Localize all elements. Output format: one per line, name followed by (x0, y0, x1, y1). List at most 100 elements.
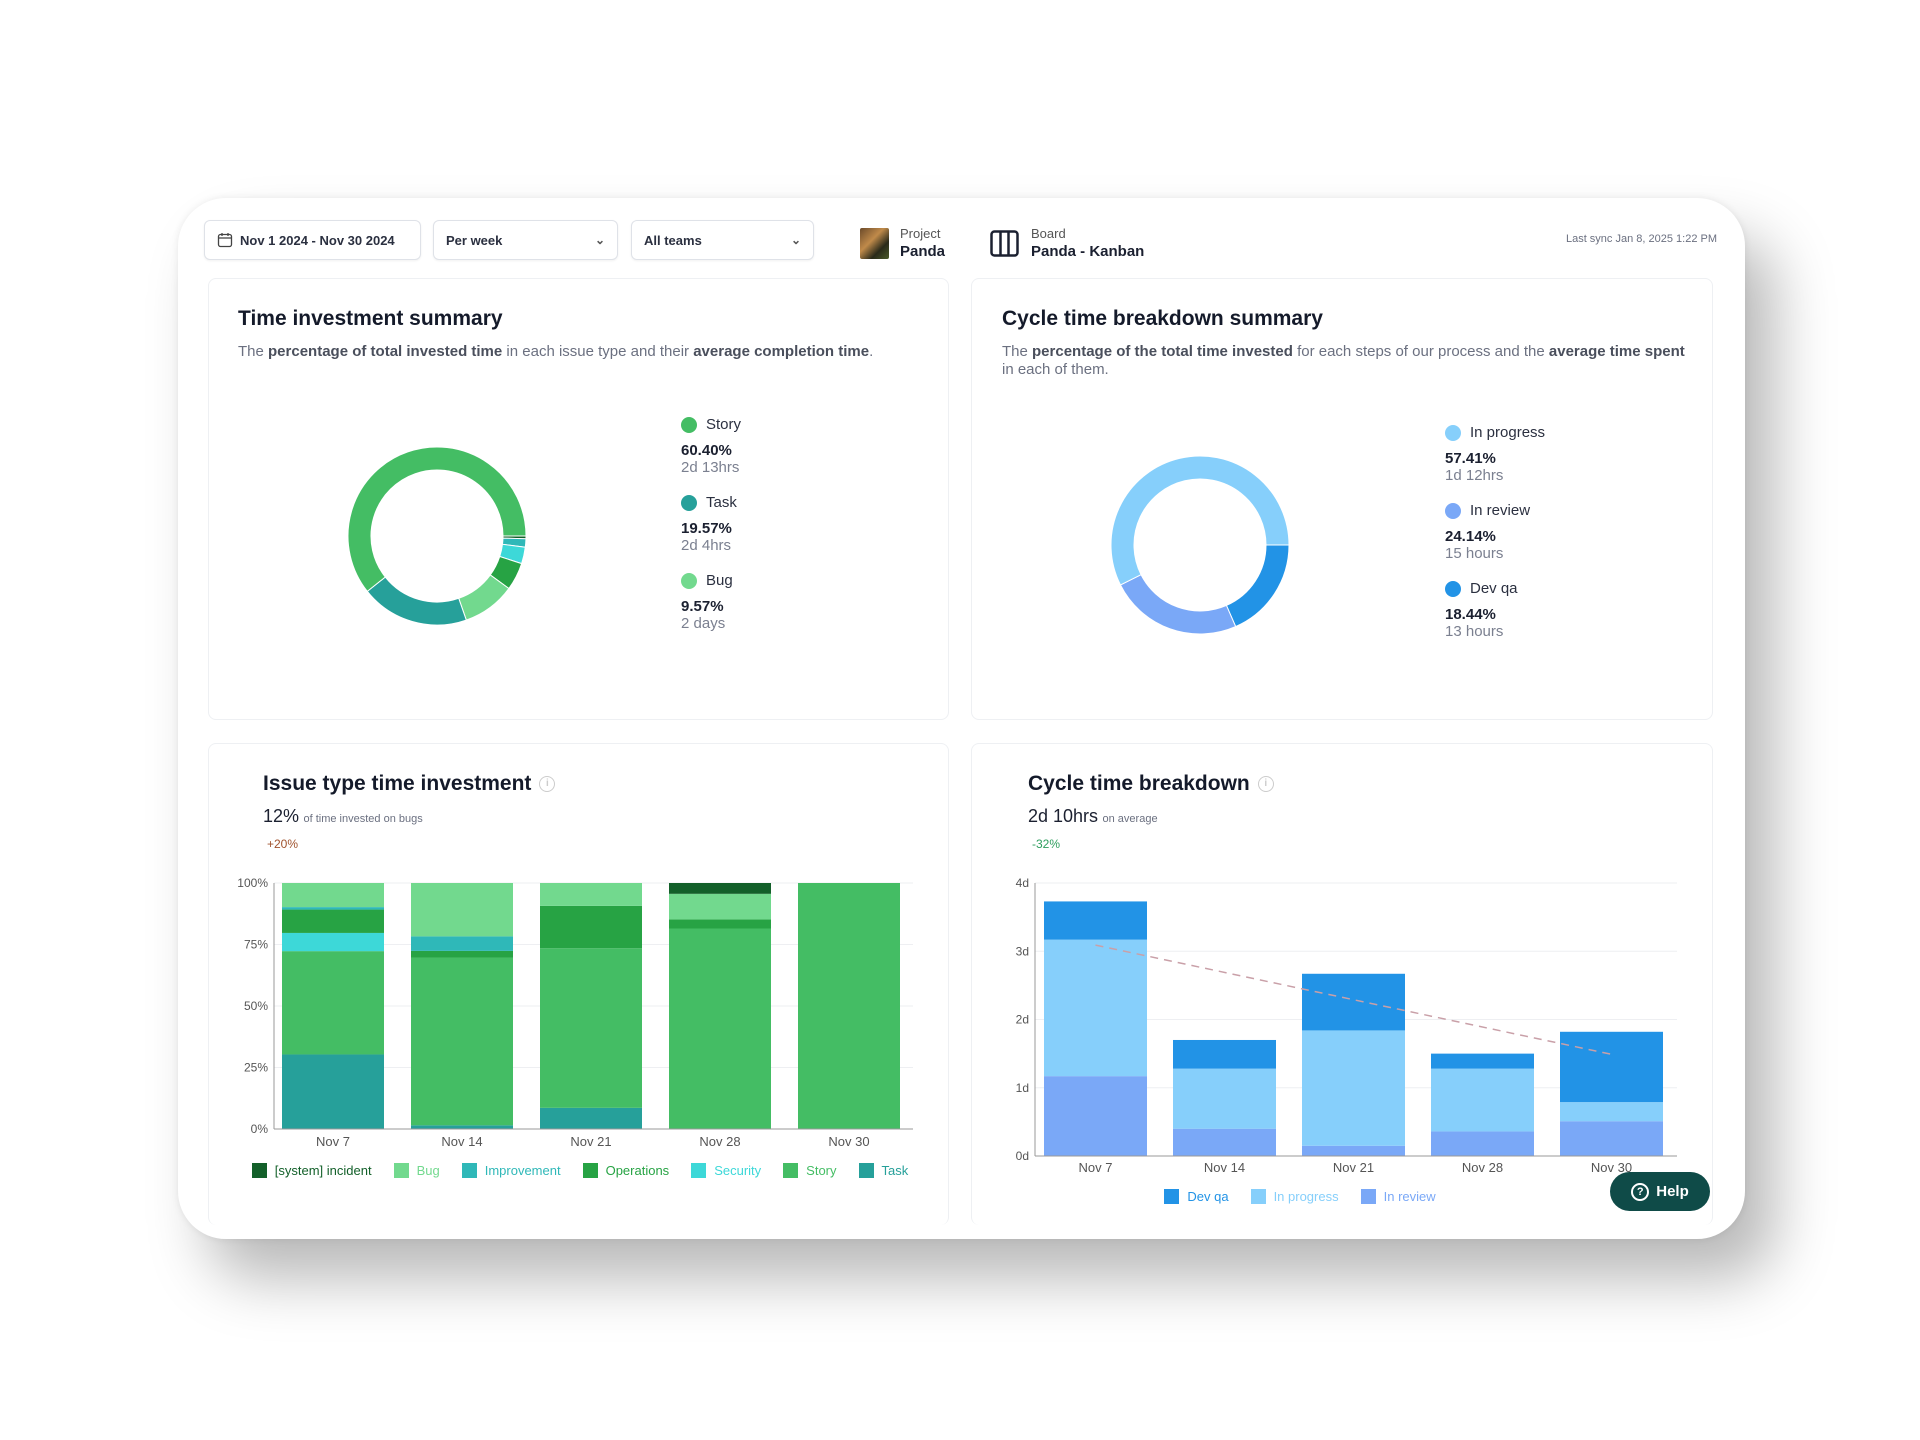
legend-item[interactable]: Dev qa (1164, 1189, 1229, 1204)
legend-dot (1445, 424, 1461, 441)
y-tick-label: 0d (1016, 1149, 1029, 1163)
bar-segment-story[interactable] (411, 957, 513, 1126)
legend-label: Dev qa (1470, 580, 1518, 597)
date-range-picker[interactable]: Nov 1 2024 - Nov 30 2024 (204, 220, 421, 260)
donut-slice-dev-qa[interactable] (1225, 544, 1290, 628)
bar-segment-task[interactable] (282, 1054, 384, 1129)
bar-segment-in-progress[interactable] (1173, 1068, 1276, 1129)
bar-segment-dev-qa[interactable] (1044, 901, 1147, 940)
legend-percent: 19.57% (681, 520, 732, 537)
legend-item[interactable]: In progress (1250, 1189, 1339, 1204)
bar-segment-bug[interactable] (540, 883, 642, 906)
description-segment: The (1002, 343, 1033, 360)
legend-item[interactable]: Improvement (461, 1163, 561, 1178)
bar-segment-task[interactable] (540, 1107, 642, 1129)
board-label: Board (1031, 226, 1066, 241)
trend-line (1095, 944, 1612, 1056)
bar-segment-dev-qa[interactable] (1560, 1031, 1663, 1103)
bar-segment-in-review[interactable] (1560, 1121, 1663, 1156)
legend-item[interactable]: Story (783, 1163, 837, 1178)
help-button[interactable]: ? Help (1610, 1172, 1710, 1211)
bar-segment-dev-qa[interactable] (1302, 973, 1405, 1031)
legend-item[interactable]: Security (691, 1163, 761, 1178)
legend-swatch (783, 1163, 799, 1178)
info-icon[interactable]: i (1257, 776, 1274, 793)
bar-segment-story[interactable] (669, 928, 771, 1129)
donut-slice-in-review[interactable] (1119, 573, 1237, 635)
change-indicator: +20% (267, 837, 299, 851)
bar-segment-story[interactable] (798, 883, 900, 1129)
headline-metric: 2d 10hrs on average (1028, 806, 1158, 827)
legend-dot (1445, 580, 1461, 597)
donut-slice-in-progress[interactable] (1110, 455, 1290, 586)
panel-description: The percentage of total invested time in… (238, 343, 928, 361)
legend-item[interactable]: [system] incident (251, 1163, 372, 1178)
bar-segment-in-review[interactable] (1173, 1128, 1276, 1156)
board-value[interactable]: Panda - Kanban (1031, 243, 1145, 260)
time-investment-donut (347, 446, 527, 626)
cycle-breakdown-bar-chart: 0d 1d 2d 3d 4d Nov 7 Nov 14 Nov 21 Nov 28 Nov 30 (1016, 876, 1677, 1175)
donut-slice-story[interactable] (347, 446, 527, 593)
description-segment: percentage of total invested time (268, 343, 503, 360)
x-tick-label: Nov 14 (1204, 1160, 1245, 1175)
bar-segment-bug[interactable] (411, 883, 513, 937)
project-label: Project (900, 226, 941, 241)
panel-title: Issue type time investment i (263, 772, 556, 796)
bar-segment-in-review[interactable] (1302, 1145, 1405, 1156)
bar-segment-security[interactable] (282, 932, 384, 952)
y-tick-label: 0% (251, 1122, 269, 1136)
legend-item[interactable]: Operations (582, 1163, 669, 1178)
donut-slice-task[interactable] (366, 576, 467, 626)
legend-item[interactable]: In review (1360, 1189, 1436, 1204)
last-sync: Last sync Jan 8, 2025 1:22 PM (1565, 233, 1717, 245)
bar-segment-dev-qa[interactable] (1173, 1039, 1276, 1069)
bar-segment-bug[interactable] (669, 893, 771, 920)
description-segment: average time spent (1548, 343, 1685, 360)
x-tick-label: Nov 28 (1462, 1160, 1503, 1175)
headline-value: 12% (263, 806, 300, 826)
x-tick-label: Nov 21 (1333, 1160, 1374, 1175)
date-range-label: Nov 1 2024 - Nov 30 2024 (240, 232, 395, 248)
bar-segment-in-review[interactable] (1044, 1076, 1147, 1156)
legend-label: Security (714, 1163, 762, 1178)
x-tick-label: Nov 21 (570, 1134, 611, 1149)
description-segment: . (869, 343, 874, 360)
bar-segment-story[interactable] (540, 948, 642, 1108)
bar-segment--system-incident[interactable] (669, 883, 771, 894)
info-icon[interactable]: i (539, 776, 556, 793)
bar-segment-in-progress[interactable] (1431, 1068, 1534, 1132)
bar-segment-in-progress[interactable] (1302, 1030, 1405, 1146)
bar-segment-operations[interactable] (669, 919, 771, 929)
bar-segment-in-review[interactable] (1431, 1131, 1534, 1156)
legend-item[interactable]: Bug (393, 1163, 440, 1178)
legend-percent: 57.41% (1445, 450, 1496, 467)
bar-segment-dev-qa[interactable] (1431, 1053, 1534, 1069)
legend-label: In review (1470, 502, 1531, 519)
bar-segment-improvement[interactable] (411, 936, 513, 951)
bar-segment-improvement[interactable] (282, 907, 384, 910)
legend-item: In progress 57.41% 1d 12hrs (1445, 424, 1545, 484)
bar-segment-task[interactable] (411, 1125, 513, 1129)
legend-percent: 18.44% (1445, 606, 1496, 623)
bar-segment-operations[interactable] (411, 950, 513, 958)
legend-item[interactable]: Task (858, 1163, 908, 1178)
description-segment: in each of them. (1002, 361, 1109, 378)
panel-title: Cycle time breakdown i (1028, 772, 1274, 796)
period-dropdown[interactable]: Per week ⌄ (433, 220, 618, 260)
legend-swatch (251, 1163, 267, 1178)
y-tick-label: 4d (1016, 876, 1029, 890)
project-avatar (860, 228, 889, 259)
calendar-icon (217, 233, 233, 248)
y-tick-label: 75% (244, 938, 268, 952)
bar-segment-in-progress[interactable] (1560, 1102, 1663, 1122)
teams-dropdown[interactable]: All teams ⌄ (631, 220, 814, 260)
bar-segment-in-progress[interactable] (1044, 939, 1147, 1077)
project-value[interactable]: Panda (900, 243, 946, 260)
legend-duration: 15 hours (1445, 545, 1504, 562)
bar-segment-operations[interactable] (540, 905, 642, 949)
bar-segment-story[interactable] (282, 951, 384, 1055)
y-tick-label: 1d (1016, 1081, 1029, 1095)
change-indicator: -32% (1032, 837, 1061, 851)
bar-segment-operations[interactable] (282, 909, 384, 933)
bar-segment-bug[interactable] (282, 883, 384, 908)
